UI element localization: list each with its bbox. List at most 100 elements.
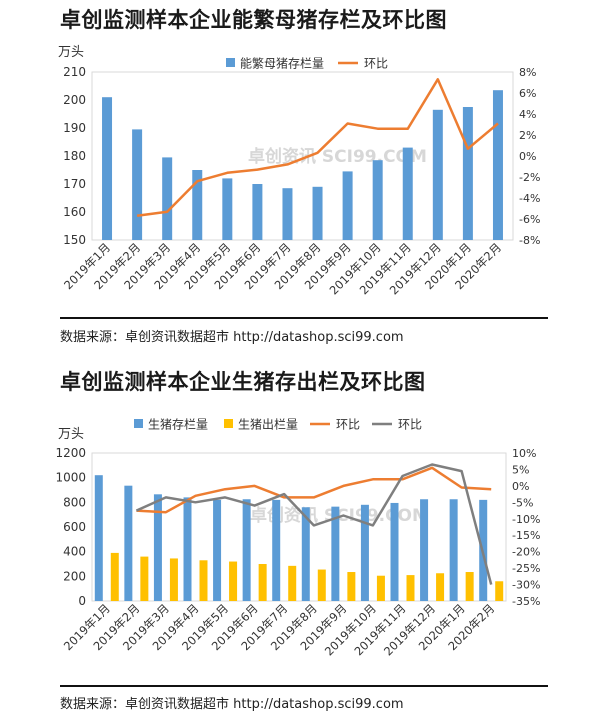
- chart-2-y-axis-unit: 万头: [58, 427, 85, 442]
- chart-2-y2-tick-label: 10%: [512, 447, 536, 460]
- chart-1-bar: [102, 97, 113, 240]
- chart-1-divider: [60, 317, 548, 319]
- chart-2: 0 200 400 600 800 1000 1200 -35% -30% -25% -20% -15…: [0, 360, 600, 717]
- chart-2-y-tick-label: 200: [63, 569, 86, 583]
- chart-2-source: 数据来源：卓创资讯数据超市 http://datashop.sci99.com: [60, 697, 404, 712]
- chart-2-legend-label: 生猪存栏量: [148, 417, 208, 432]
- chart-2-bar: [229, 561, 238, 601]
- chart-1-bar: [372, 160, 383, 240]
- chart-2-bar: [153, 494, 162, 601]
- chart-2-bar: [140, 556, 149, 601]
- chart-2-bar: [449, 499, 458, 601]
- chart-2-bar: [317, 569, 326, 601]
- chart-1-y-tick-label: 150: [63, 233, 86, 247]
- chart-2-legend-label: 环比: [336, 418, 360, 432]
- chart-1-y-tick-label: 170: [63, 177, 86, 191]
- chart-2-line-series: [136, 466, 492, 514]
- chart-1-y2-tick-label: 6%: [519, 87, 536, 100]
- chart-1-y-tick-label: 190: [63, 121, 86, 135]
- chart-2-bar: [288, 565, 297, 601]
- chart-1-y2-tick-label: -4%: [519, 192, 540, 205]
- chart-1-y2-tick-label: -8%: [519, 234, 540, 247]
- chart-1-y2-tick-label: 4%: [519, 108, 536, 121]
- chart-2-bar: [465, 572, 474, 601]
- chart-2-legend-label: 环比: [398, 418, 422, 432]
- chart-2-legend-swatch: [224, 419, 233, 428]
- chart-2-bar: [213, 499, 222, 601]
- chart-1: 150 160 170 180 190 200 210 -8% -6% -4% -2% 0% 2% 4% 6…: [0, 0, 600, 345]
- chart-1-y-tick-label: 160: [63, 205, 86, 219]
- chart-2-bar: [110, 552, 119, 601]
- chart-2-y2-tick-label: -20%: [512, 546, 540, 559]
- chart-2-y-tick-label: 600: [63, 520, 86, 534]
- chart-1-legend-label: 能繁母猪存栏量: [240, 56, 324, 71]
- chart-2-title: 卓创监测样本企业生猪存出栏及环比图: [60, 370, 426, 394]
- chart-1-y-tick-label: 210: [63, 65, 86, 79]
- chart-1-watermark: 卓创资讯 SCI99.COM: [248, 146, 427, 167]
- chart-1-bar: [462, 107, 473, 240]
- chart-1-bar: [432, 109, 443, 240]
- chart-2-y-tick-label: 0: [78, 594, 86, 608]
- chart-2-legend-label: 生猪出栏量: [238, 417, 298, 432]
- chart-2-bar: [169, 558, 178, 601]
- chart-1-bar: [132, 129, 143, 240]
- chart-2-y-tick-label: 400: [63, 545, 86, 559]
- chart-2-bar: [199, 560, 208, 601]
- chart-1-y-axis-unit: 万头: [58, 45, 85, 60]
- chart-2-bar: [420, 499, 429, 601]
- chart-2-y2-tick-label: 0%: [512, 480, 529, 493]
- chart-1-bar: [402, 147, 413, 240]
- chart-1-plot-frame: [91, 71, 514, 241]
- chart-2-bar: [258, 564, 267, 601]
- chart-2-bar: [272, 499, 281, 601]
- chart-1-plot: 150 160 170 180 190 200 210 -8% -6% -4% -2% 0% 2% 4% 6…: [61, 56, 540, 298]
- chart-1-bar: [342, 171, 353, 240]
- chart-2-bar: [376, 575, 385, 601]
- chart-2-plot: 0 200 400 600 800 1000 1200 -35% -30% -25% -20% -15…: [55, 417, 540, 659]
- chart-2-y-tick-label: 1200: [55, 446, 86, 460]
- chart-2-y2-tick-label: -15%: [512, 529, 540, 542]
- chart-1-source: 数据来源：卓创资讯数据超市 http://datashop.sci99.com: [60, 330, 404, 345]
- chart-1-bar: [282, 188, 293, 240]
- chart-2-divider: [60, 685, 548, 687]
- chart-2-bar: [183, 497, 192, 601]
- chart-2-line-series: [135, 463, 493, 585]
- chart-2-y2-tick-label: -25%: [512, 562, 540, 575]
- chart-2-bar: [390, 502, 399, 601]
- chart-2-bar: [347, 572, 356, 601]
- chart-1-bar: [222, 178, 233, 240]
- chart-2-y2-tick-label: 5%: [512, 463, 529, 476]
- chart-1-bar: [162, 157, 173, 240]
- chart-2-legend-swatch: [134, 419, 143, 428]
- chart-2-y-tick-label: 800: [63, 495, 86, 509]
- chart-2-y2-tick-label: -5%: [512, 496, 533, 509]
- chart-1-line-series: [136, 78, 499, 218]
- chart-1-y2-tick-label: 0%: [519, 150, 536, 163]
- chart-2-bar: [331, 506, 340, 601]
- chart-1-bar: [492, 90, 503, 240]
- chart-2-plot-frame: [91, 452, 507, 602]
- chart-2-bar: [436, 573, 445, 601]
- chart-1-y2-tick-label: 2%: [519, 129, 536, 142]
- chart-2-bar: [360, 504, 369, 601]
- chart-1-y2-tick-label: -2%: [519, 171, 540, 184]
- chart-1-bar: [192, 170, 203, 240]
- chart-2-bar: [495, 581, 504, 601]
- chart-2-bar: [242, 499, 251, 601]
- chart-2-bar: [94, 475, 103, 601]
- chart-1-legend-label: 环比: [364, 57, 388, 71]
- chart-1-bar: [312, 186, 323, 240]
- chart-1-bar: [252, 184, 263, 240]
- chart-1-title: 卓创监测样本企业能繁母猪存栏及环比图: [60, 8, 447, 32]
- chart-2-bar: [406, 575, 415, 601]
- chart-2-y-tick-label: 1000: [55, 471, 86, 485]
- chart-1-y-tick-label: 180: [63, 149, 86, 163]
- chart-1-y2-tick-label: -6%: [519, 213, 540, 226]
- chart-1-y2-tick-label: 8%: [519, 66, 536, 79]
- chart-1-y-tick-label: 200: [63, 93, 86, 107]
- chart-2-y2-tick-label: -30%: [512, 579, 540, 592]
- chart-2-y2-tick-label: -35%: [512, 595, 540, 608]
- chart-1-legend-swatch: [226, 58, 235, 67]
- chart-2-y2-tick-label: -10%: [512, 513, 540, 526]
- chart-2-bar: [301, 507, 310, 601]
